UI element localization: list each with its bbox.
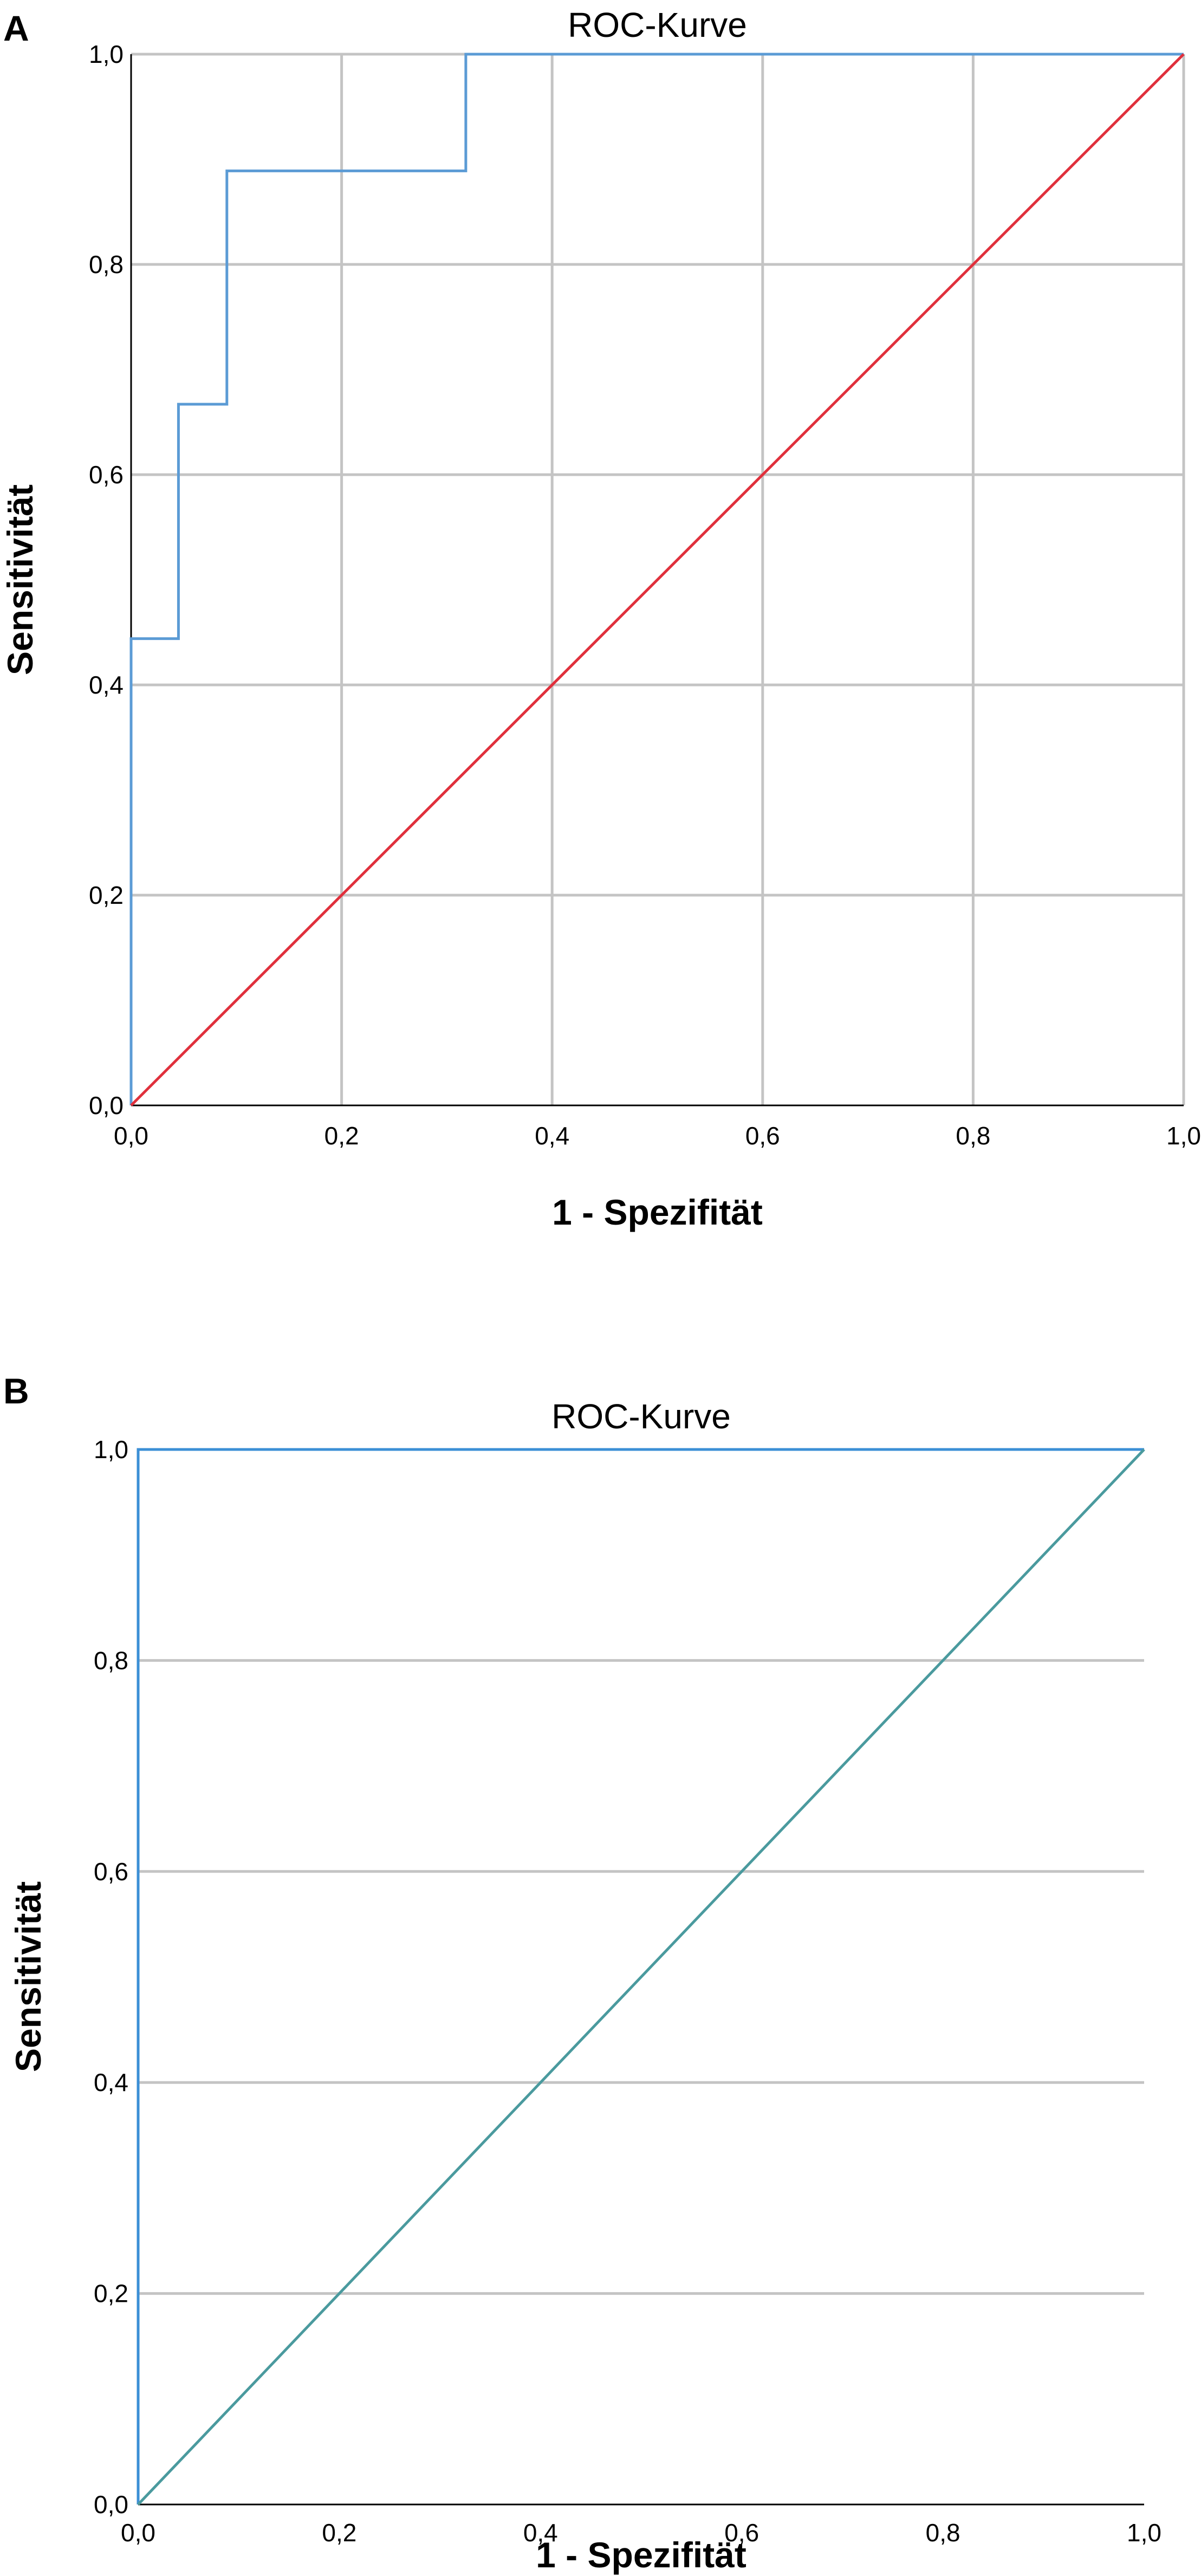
roc-curve-line <box>129 53 1184 1105</box>
chart-title: ROC-Kurve <box>568 5 747 44</box>
y-tick-label: 0,4 <box>94 2068 128 2096</box>
panel-label: A <box>3 8 29 48</box>
x-tick-label: 0,0 <box>114 1122 148 1150</box>
x-axis-label: 1 - Spezifität <box>552 1192 763 1232</box>
x-tick-label: 0,2 <box>324 1122 359 1150</box>
chart-title: ROC-Kurve <box>551 1397 731 1436</box>
x-tick-label: 0,4 <box>523 2519 558 2547</box>
y-tick-label: 1,0 <box>89 40 124 68</box>
y-tick-label: 0,8 <box>89 250 124 279</box>
x-tick-label: 0,6 <box>724 2519 759 2547</box>
x-tick-label: 0,0 <box>121 2519 155 2547</box>
chart-panel-b: B ROC-Kurve 0,0 0,2 0,4 0,6 0,8 1,0 0,0 0,2 0,4 0,6… <box>3 1371 1161 2575</box>
roc-curve-line <box>137 1448 1144 2504</box>
y-axis-label: Sensitivität <box>8 1881 48 2072</box>
x-tick-label: 0,8 <box>926 2519 960 2547</box>
y-tick-label: 0,2 <box>89 881 124 909</box>
y-tick-label: 0,8 <box>94 1646 128 1674</box>
y-tick-label: 1,0 <box>94 1435 128 1464</box>
reference-diagonal-line <box>137 1448 1145 2506</box>
x-tick-label: 0,6 <box>745 1122 780 1150</box>
y-tick-label: 0,2 <box>94 2280 128 2308</box>
x-tick-label: 1,0 <box>1127 2519 1161 2547</box>
x-tick-label: 1,0 <box>1166 1122 1201 1150</box>
y-tick-label: 0,6 <box>89 461 124 489</box>
y-axis-label: Sensitivität <box>0 484 40 675</box>
x-axis-label: 1 - Spezifität <box>536 2535 746 2575</box>
y-tick-label: 0,0 <box>94 2490 128 2519</box>
reference-diagonal-line <box>130 53 1185 1106</box>
chart-panel-a: A ROC-Kurve 0,0 0,2 0,4 0,6 0,8 1,0 0,0 0,2 0,4 0,6… <box>0 5 1201 1232</box>
y-tick-label: 0,0 <box>89 1091 124 1119</box>
x-tick-label: 0,4 <box>535 1122 569 1150</box>
x-tick-label: 0,8 <box>956 1122 990 1150</box>
x-tick-label: 0,2 <box>322 2519 356 2547</box>
panel-label: B <box>3 1371 29 1411</box>
y-tick-label: 0,6 <box>94 1857 128 1886</box>
y-tick-label: 0,4 <box>89 671 124 699</box>
